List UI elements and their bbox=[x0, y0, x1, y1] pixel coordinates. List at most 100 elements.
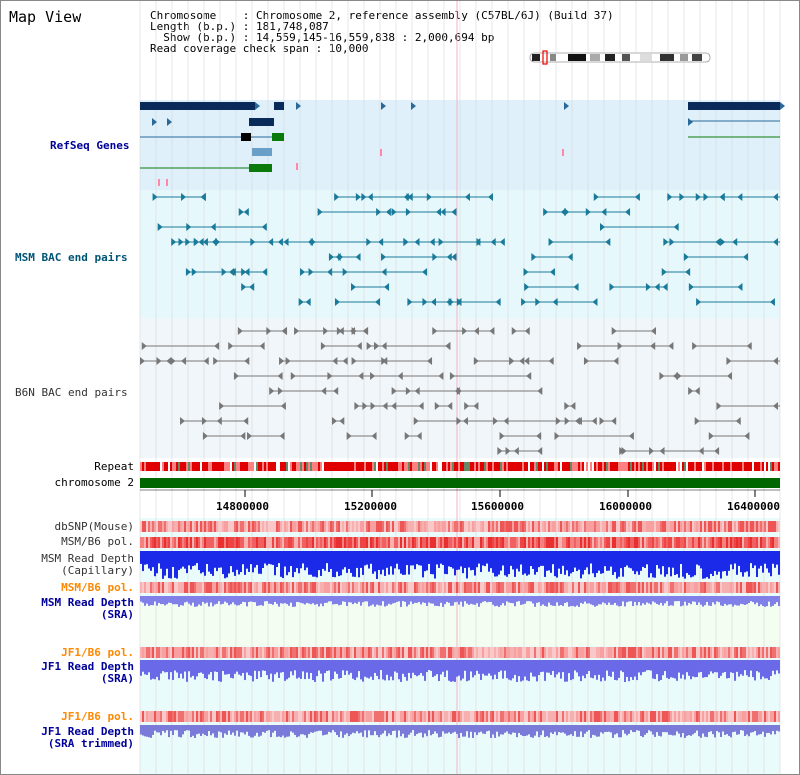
jf1-sra-depth-bar bbox=[712, 660, 714, 674]
msm-pol-cell bbox=[518, 537, 520, 548]
b6n-bac-label[interactable]: B6N BAC end pairs bbox=[15, 386, 128, 399]
msm-pol-cell bbox=[572, 537, 574, 548]
msm-sra-depth-bar bbox=[776, 596, 778, 603]
msm-sra-depth-bar bbox=[530, 596, 532, 602]
jf1-pol2-cell bbox=[658, 711, 660, 722]
jf1-sra-depth-bar bbox=[738, 660, 740, 677]
dbsnp-cell bbox=[492, 521, 494, 532]
msm-capillary-depth-bar bbox=[446, 551, 448, 575]
jf1-pol2-cell bbox=[390, 711, 392, 722]
jf1-pol2-cell bbox=[328, 711, 330, 722]
jf1-trimmed-depth-bar bbox=[404, 725, 406, 738]
jf1-pol-cell bbox=[576, 647, 578, 658]
msm-pol-cell bbox=[440, 537, 442, 548]
jf1-pol-cell bbox=[226, 647, 228, 658]
axis-tick: 15600000 bbox=[471, 500, 524, 513]
msm-sra-depth-bar bbox=[716, 596, 718, 602]
msm-pol2-cell bbox=[162, 582, 164, 593]
jf1-sra-depth-bar bbox=[416, 660, 418, 677]
msm-pol2-cell bbox=[174, 582, 176, 593]
msm-pol-cell bbox=[248, 537, 250, 548]
jf1-pol-cell bbox=[592, 647, 594, 658]
repeat-segment bbox=[390, 462, 392, 471]
msm-sra-depth-bar bbox=[158, 596, 160, 603]
jf1-trimmed-depth-bar bbox=[328, 725, 330, 732]
msm-capillary-depth-bar bbox=[688, 551, 690, 575]
msm-capillary-depth-bar bbox=[178, 551, 180, 571]
repeat-segment bbox=[464, 462, 466, 471]
jf1-sra-depth-bar bbox=[164, 660, 166, 673]
msm-bac-pair-arrow bbox=[535, 298, 541, 306]
jf1-pol2-cell bbox=[576, 711, 578, 722]
jf1-pol2-cell bbox=[376, 711, 378, 722]
msm-pol-cell bbox=[688, 537, 690, 548]
msm-sra-depth-bar bbox=[192, 596, 194, 603]
jf1-pol-cell bbox=[258, 647, 260, 658]
msm-pol2-cell bbox=[696, 582, 698, 593]
msm-pol2-cell bbox=[364, 582, 366, 593]
jf1-pol2-cell bbox=[246, 711, 248, 722]
msm-capillary-depth-bar bbox=[342, 551, 344, 570]
msm-pol2-cell bbox=[730, 582, 732, 593]
jf1-pol-cell bbox=[452, 647, 454, 658]
jf1-pol-cell bbox=[508, 647, 510, 658]
jf1-pol-cell bbox=[754, 647, 756, 658]
jf1-pol-cell bbox=[516, 647, 518, 658]
jf1-pol-cell bbox=[730, 647, 732, 658]
b6n-bac-pair-arrow bbox=[391, 387, 397, 395]
dbsnp-cell bbox=[558, 521, 560, 532]
jf1-pol-cell bbox=[158, 647, 160, 658]
jf1-trimmed-depth-bar bbox=[288, 725, 290, 737]
b6n-bac-pair-arrow bbox=[489, 327, 495, 335]
jf1-pol2-cell bbox=[712, 711, 714, 722]
jf1-trimmed-depth-bar bbox=[384, 725, 386, 731]
repeat-segment bbox=[288, 462, 290, 471]
jf1-pol2-cell bbox=[470, 711, 472, 722]
jf1-trimmed-depth-bar bbox=[626, 725, 628, 736]
msm-bac-label[interactable]: MSM BAC end pairs bbox=[15, 251, 128, 264]
jf1-pol-cell bbox=[690, 647, 692, 658]
msm-pol-cell bbox=[306, 537, 308, 548]
dbsnp-cell bbox=[608, 521, 610, 532]
dbsnp-cell bbox=[490, 521, 492, 532]
jf1-sra-depth-bar bbox=[732, 660, 734, 674]
msm-sra-depth-bar bbox=[268, 596, 270, 604]
msm-pol2-cell bbox=[668, 582, 670, 593]
msm-pol-cell bbox=[190, 537, 192, 548]
jf1-trimmed-depth-bar bbox=[152, 725, 154, 735]
msm-capillary-depth-bar bbox=[760, 551, 762, 566]
msm-pol2-cell bbox=[574, 582, 576, 593]
msm-pol-cell bbox=[722, 537, 724, 548]
msm-pol2-cell bbox=[306, 582, 308, 593]
msm-sra-depth-bar bbox=[356, 596, 358, 604]
gene-tick bbox=[166, 179, 168, 186]
msm-pol2-cell bbox=[538, 582, 540, 593]
msm-capillary-depth-bar bbox=[668, 551, 670, 568]
jf1-pol2-cell bbox=[524, 711, 526, 722]
msm-capillary-depth-bar bbox=[768, 551, 770, 573]
msm-pol-cell bbox=[364, 537, 366, 548]
msm-pol2-cell bbox=[552, 582, 554, 593]
jf1-trimmed-depth-bar bbox=[376, 725, 378, 736]
msm-bac-pair-arrow bbox=[351, 283, 357, 291]
msm-pol2-cell bbox=[698, 582, 700, 593]
msm-pol-cell bbox=[760, 537, 762, 548]
jf1-trimmed-depth-bar bbox=[398, 725, 400, 731]
jf1-pol2-cell bbox=[150, 711, 152, 722]
jf1-trimmed-depth-bar bbox=[280, 725, 282, 738]
msm-sra-depth-bar bbox=[518, 596, 520, 602]
repeat-segment bbox=[344, 462, 346, 471]
msm-pol2-cell bbox=[394, 582, 396, 593]
dbsnp-cell bbox=[286, 521, 288, 532]
repeat-segment bbox=[226, 462, 228, 471]
msm-pol-cell bbox=[664, 537, 666, 548]
refseq-genes-label[interactable]: RefSeq Genes bbox=[50, 139, 130, 152]
jf1-trimmed-depth-bar bbox=[602, 725, 604, 734]
jf1-pol2-cell bbox=[450, 711, 452, 722]
msm-capillary-depth-bar bbox=[576, 551, 578, 572]
repeat-segment bbox=[208, 462, 210, 471]
msm-pol2-cell bbox=[738, 582, 740, 593]
repeat-segment bbox=[146, 462, 148, 471]
msm-sra-depth-bar bbox=[568, 596, 570, 607]
